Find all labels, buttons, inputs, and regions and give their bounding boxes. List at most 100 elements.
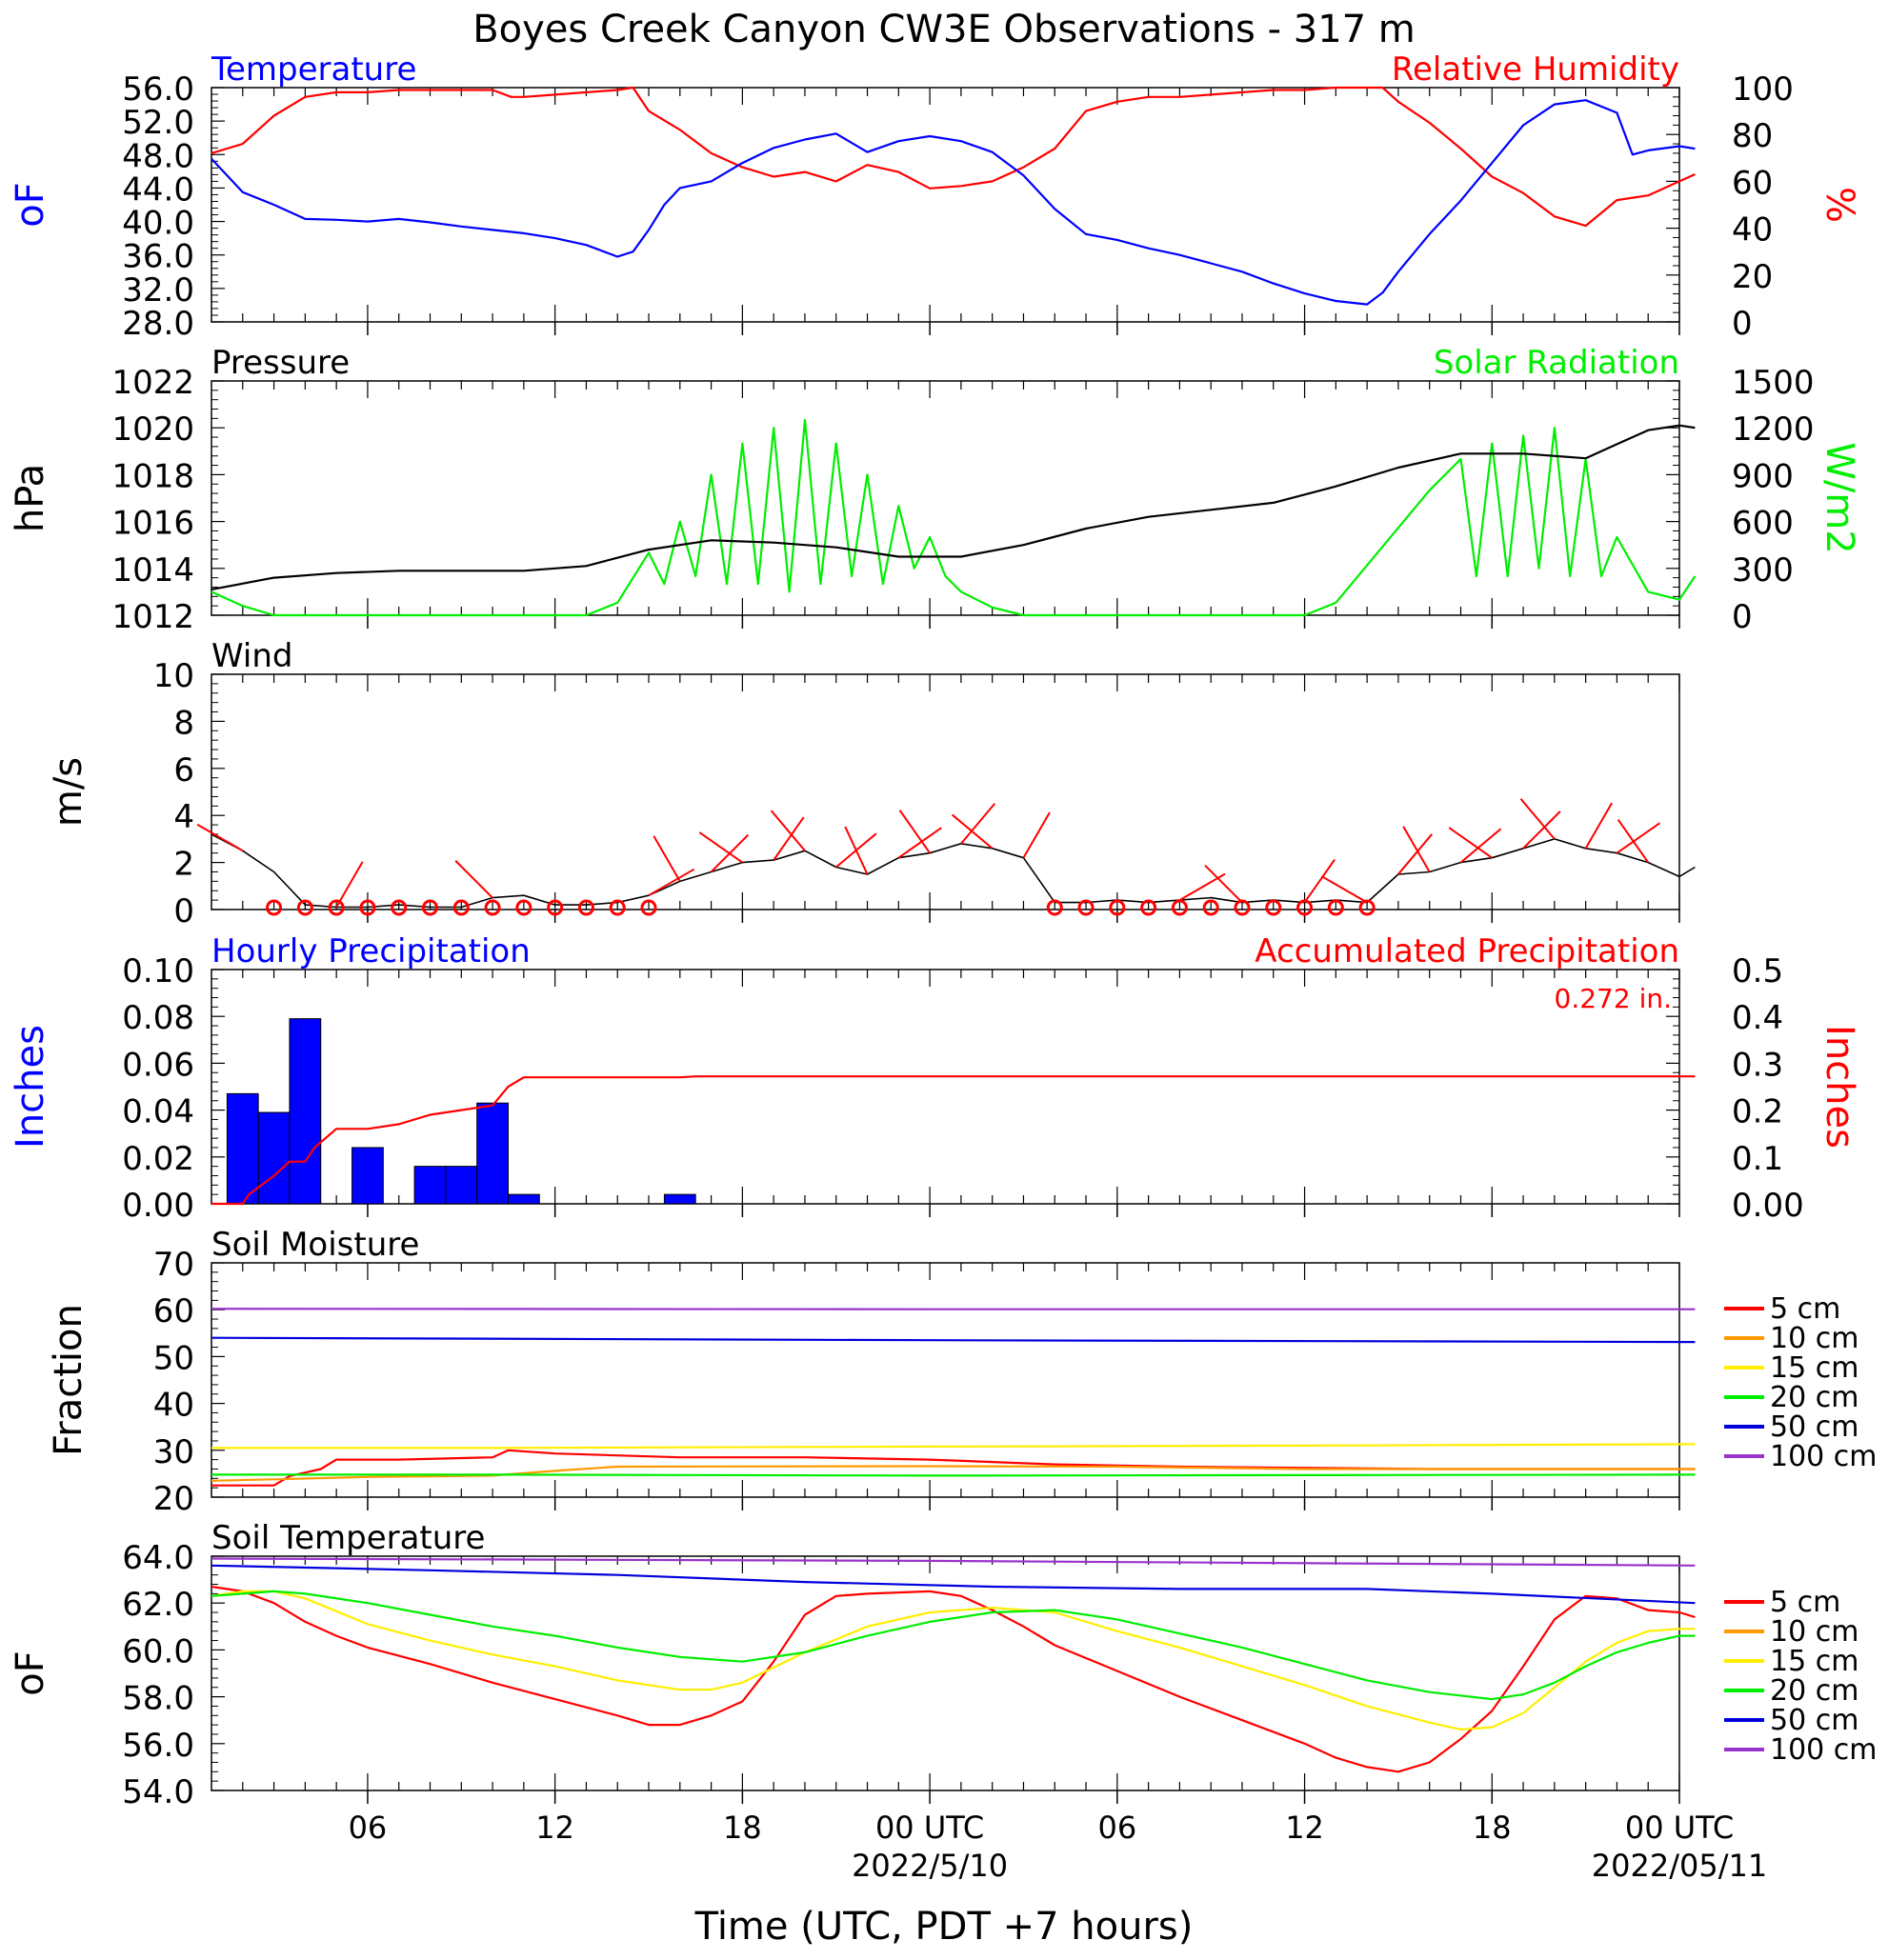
wind-barb [1397, 833, 1434, 875]
calm-wind-marker [1234, 899, 1251, 916]
rh-title: Relative Humidity [1392, 50, 1679, 89]
precip-panel-y2-tick-label: 0.5 [1732, 952, 1783, 990]
pressure-unit-label: hPa [9, 464, 52, 532]
temp-rh-panel-y2-tick-label: 20 [1732, 258, 1773, 296]
temp-rh-panel-y-tick-label: 56.0 [122, 70, 194, 109]
temp-rh-panel-y-tick-label: 28.0 [122, 305, 194, 343]
soil-moisture-line [211, 1336, 1696, 1344]
soil-moisture-legend-label: 100 cm [1770, 1440, 1878, 1473]
soil-temp-unit-label: oF [9, 1650, 52, 1695]
calm-wind-marker [1327, 899, 1344, 916]
calm-wind-marker [609, 899, 626, 916]
calm-wind-marker [1265, 899, 1282, 916]
calm-wind-marker [452, 899, 470, 916]
soil-moisture-unit-label: Fraction [47, 1304, 90, 1456]
temp-rh-panel-y-tick-label: 32.0 [122, 271, 194, 310]
temp-rh-panel-y-tick-label: 36.0 [122, 238, 194, 276]
x-tick-label: 06 [1097, 1810, 1136, 1846]
temp-rh-panel-frame [211, 87, 1680, 323]
wind-barb [196, 823, 244, 852]
wind-barb [897, 827, 942, 859]
pressure-panel-y2-tick-label: 0 [1732, 598, 1753, 636]
wind-panel-y-tick-label: 10 [153, 657, 194, 695]
soil-moisture-line [211, 1473, 1696, 1477]
calm-wind-marker [328, 899, 345, 916]
soil-temp-panel-frame [211, 1555, 1680, 1791]
soil-temp-legend-label: 100 cm [1770, 1733, 1878, 1767]
calm-wind-marker [484, 899, 501, 916]
soil-temp-legend-label: 20 cm [1770, 1674, 1858, 1708]
temp-rh-panel-y2-tick-label: 40 [1732, 211, 1773, 250]
wind-barb [1522, 810, 1561, 850]
soil-temp-line [211, 1564, 1696, 1605]
soil-moisture-panel-y-tick-label: 30 [153, 1433, 194, 1471]
x-axis-label: Time (UTC, PDT +7 hours) [694, 1905, 1194, 1949]
soil-temp-legend-label: 10 cm [1770, 1615, 1858, 1649]
wind-barb [1519, 798, 1556, 840]
hourly-precip-bar [226, 1092, 259, 1205]
temp-rh-panel-y2-tick-label: 0 [1732, 305, 1753, 343]
wind-barb [844, 826, 869, 875]
temperature-unit-label: oF [9, 182, 52, 227]
soil-moisture-legend-label: 20 cm [1770, 1381, 1858, 1414]
hourly-precip-bar [413, 1166, 447, 1205]
x-tick-label: 00 UTC [1625, 1810, 1734, 1846]
calm-wind-marker [391, 899, 408, 916]
pressure-panel-y2-tick-label: 1500 [1732, 364, 1815, 402]
calm-wind-marker [266, 899, 283, 916]
wind-barb [1204, 864, 1243, 904]
wind-barb [653, 835, 681, 882]
wind-barb [454, 860, 493, 899]
wind-panel-y-tick-label: 4 [173, 798, 194, 836]
hourly-precip-bar [289, 1018, 322, 1205]
temp-rh-panel-y-tick-label: 44.0 [122, 170, 194, 209]
precip-panel-frame [211, 969, 1680, 1205]
pressure-panel-y-tick-label: 1018 [111, 457, 194, 495]
solar-title: Solar Radiation [1434, 344, 1679, 382]
precip-panel-y2-tick-label: 0.00 [1732, 1187, 1804, 1225]
temp-rh-panel-y-tick-label: 40.0 [122, 205, 194, 243]
calm-wind-marker [296, 899, 313, 916]
precip-panel-y2-tick-label: 0.1 [1732, 1140, 1783, 1178]
soil-moisture-legend-label: 15 cm [1770, 1351, 1858, 1385]
hourly-precip-bar [507, 1193, 540, 1205]
soil-moisture-line [211, 1443, 1696, 1450]
pressure-panel-y2-tick-label: 900 [1732, 457, 1794, 495]
wind-barb [1022, 811, 1051, 859]
wind-barb [960, 803, 996, 845]
temp-rh-panel-y2-tick-label: 100 [1732, 70, 1794, 109]
hourly-precip-unit-label: Inches [9, 1025, 52, 1149]
plot-layer: 56.052.048.044.040.036.032.028.010080604… [9, 50, 1878, 1884]
wind-barb [1616, 822, 1661, 854]
calm-wind-marker [1358, 899, 1376, 916]
soil-temp-panel-y-tick-label: 64.0 [122, 1539, 194, 1577]
soil-temp-title: Soil Temperature [211, 1519, 485, 1557]
x-tick-label: 12 [1285, 1810, 1324, 1846]
soil-moisture-line [211, 1465, 1696, 1482]
hourly-precip-bar [663, 1193, 696, 1205]
x-tick-label: 12 [535, 1810, 574, 1846]
wind-barb [770, 810, 806, 851]
wind-barb [1303, 858, 1336, 904]
pressure-panel-y2-tick-label: 600 [1732, 505, 1794, 543]
calm-wind-marker [1046, 899, 1063, 916]
pressure-panel-y-tick-label: 1014 [111, 551, 194, 590]
hourly-precip-bar [257, 1111, 291, 1205]
soil-moisture-line [211, 1308, 1696, 1310]
accum-precip-line [211, 1075, 1696, 1206]
hourly-precip-bar [445, 1166, 478, 1205]
soil-temp-panel-y-tick-label: 56.0 [122, 1727, 194, 1765]
solar-series-line [211, 418, 1697, 617]
calm-wind-marker [640, 899, 657, 916]
soil-moisture-legend-label: 50 cm [1770, 1410, 1858, 1444]
wind-panel-y-tick-label: 0 [173, 892, 194, 930]
soil-moisture-legend-label: 5 cm [1770, 1292, 1840, 1326]
wind-barb [1448, 827, 1493, 859]
hourly-precip-title: Hourly Precipitation [211, 932, 531, 970]
calm-wind-marker [422, 899, 439, 916]
pressure-title: Pressure [211, 344, 350, 382]
soil-temp-line [211, 1585, 1696, 1773]
wind-unit-label: m/s [47, 757, 90, 827]
wind-barb [335, 861, 364, 909]
x-tick-date-label: 2022/05/11 [1592, 1848, 1767, 1884]
